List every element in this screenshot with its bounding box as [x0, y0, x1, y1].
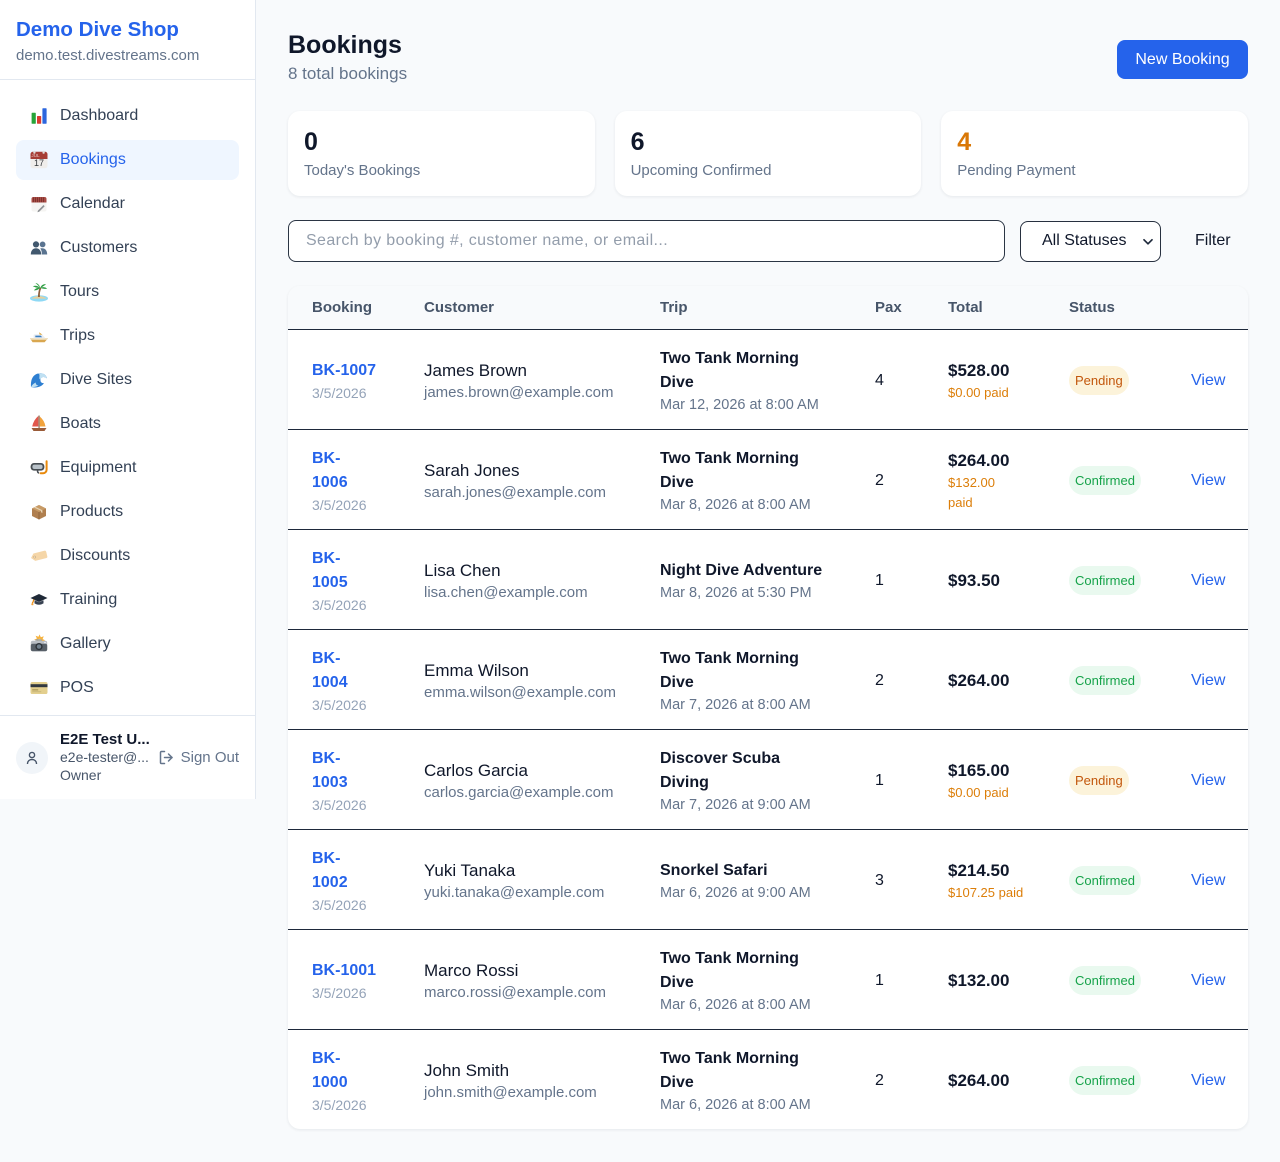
svg-text:JUL: JUL — [31, 153, 40, 158]
svg-text:17: 17 — [34, 158, 44, 168]
